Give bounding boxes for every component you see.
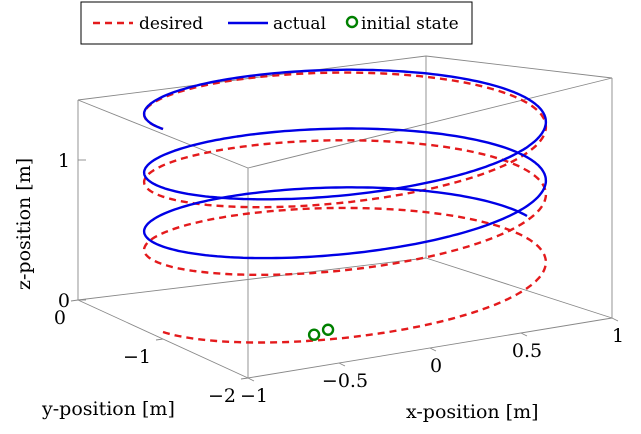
series-line-desired [142, 71, 548, 344]
legend-swatch-initial-state [345, 15, 359, 29]
x-tick-mark [247, 377, 255, 382]
y-axis-label: y-position [m] [41, 398, 175, 420]
markers-layer [307, 323, 335, 341]
z-tick-label: 0 [58, 290, 70, 312]
z-tick-label: 1 [58, 150, 70, 172]
legend-label-actual: actual [273, 14, 326, 34]
y-tick-label: 0 [54, 307, 66, 329]
x-tick-label: −0.5 [322, 370, 368, 392]
curves-layer [142, 68, 548, 344]
tick-marks [70, 159, 619, 382]
x-axis-label: x-position [m] [406, 401, 539, 423]
box-edge [77, 99, 249, 169]
y-tick-label: −2 [208, 385, 236, 407]
box-edge [247, 77, 613, 169]
x-tick-mark [429, 347, 437, 352]
x-tick-label: −1 [240, 385, 268, 407]
legend: desired actual initial state [80, 1, 473, 45]
legend-label-initial-state: initial state [361, 14, 459, 34]
y-tick-mark [240, 377, 249, 380]
axes-box [77, 55, 613, 379]
series-line-actual [142, 68, 548, 260]
z-axis-label: z-position [m] [13, 158, 35, 290]
initial-state-marker [307, 328, 321, 341]
legend-box [80, 1, 473, 45]
box-edge [77, 257, 427, 301]
x-tick-mark [520, 332, 528, 337]
y-tick-mark [155, 338, 164, 341]
x-tick-mark [611, 317, 619, 322]
box-edge [425, 55, 613, 79]
y-tick-mark [70, 299, 79, 302]
box-edge [425, 257, 613, 319]
x-tick-label: 0.5 [512, 340, 542, 362]
x-tick-mark [338, 362, 346, 367]
initial-state-marker [321, 323, 335, 336]
y-tick-label: −1 [123, 346, 151, 368]
x-tick-label: 0 [430, 355, 442, 377]
x-tick-label: 1 [612, 325, 624, 347]
legend-label-desired: desired [139, 14, 203, 34]
